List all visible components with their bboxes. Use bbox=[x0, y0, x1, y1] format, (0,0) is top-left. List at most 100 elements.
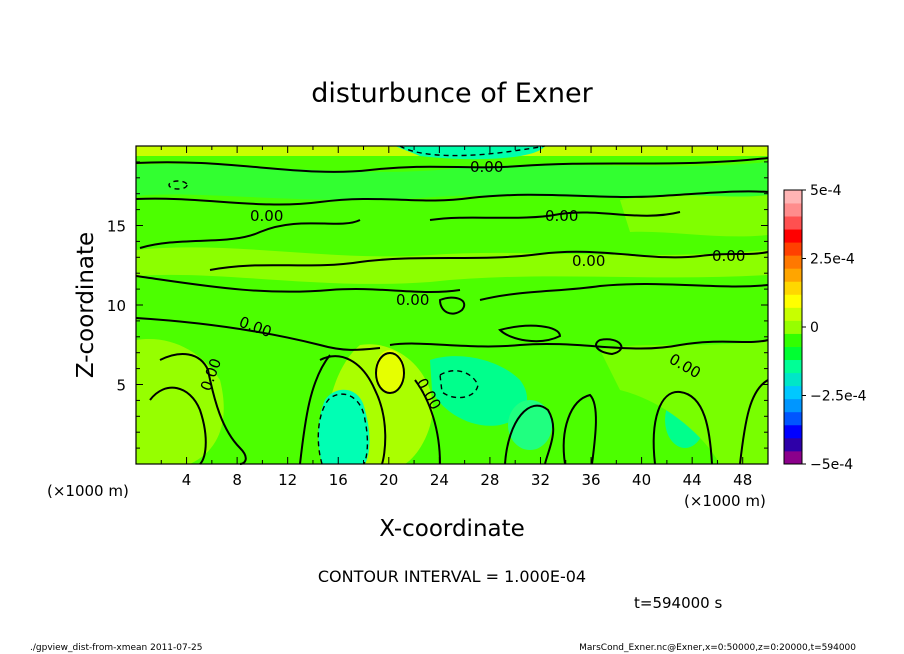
left-lower-yellow bbox=[136, 339, 224, 464]
contour-line bbox=[389, 339, 769, 350]
contour-label: 0.00 bbox=[712, 247, 745, 265]
cyan-blob-16km bbox=[318, 389, 370, 464]
top-cyan-patch bbox=[395, 146, 545, 160]
colorbar-cell bbox=[784, 268, 802, 282]
contour-labels: 0.00 0.00 0.00 0.00 0.00 0.00 0.00 0.00 … bbox=[197, 158, 746, 413]
contour-label: 0.00 bbox=[396, 291, 429, 309]
contour-line-dashed bbox=[317, 393, 369, 465]
x-tick-label: 8 bbox=[232, 471, 242, 489]
contour-label: 0.00 bbox=[545, 207, 578, 225]
colorbar-label: 0 bbox=[810, 320, 819, 336]
right-lower-yellow bbox=[600, 340, 768, 464]
contour-line bbox=[159, 353, 247, 465]
cyan-blob-32km bbox=[508, 400, 552, 450]
colorbar-cells bbox=[784, 190, 802, 465]
colorbar-label: 5e-4 bbox=[810, 183, 842, 199]
colorbar-cell bbox=[784, 411, 802, 426]
colorbar-cell bbox=[784, 359, 802, 374]
contour-line bbox=[504, 404, 555, 465]
x-unit-left: (×1000 m) bbox=[47, 482, 129, 500]
contour-line bbox=[429, 211, 681, 221]
colorbar-cell bbox=[784, 216, 802, 230]
contour-line bbox=[414, 379, 441, 465]
contour-line bbox=[375, 352, 405, 394]
right-upper-yellow bbox=[620, 195, 768, 237]
x-tick-label: 20 bbox=[379, 471, 398, 489]
colorbar-label: −5e-4 bbox=[810, 457, 853, 473]
colorbar-cell bbox=[784, 203, 802, 217]
x-tick-label: 4 bbox=[182, 471, 192, 489]
y-tick-label: 5 bbox=[116, 377, 126, 395]
colorbar-cell bbox=[784, 385, 802, 400]
time-text: t=594000 s bbox=[634, 594, 722, 612]
colorbar-cell bbox=[784, 437, 802, 452]
contour-line bbox=[479, 283, 769, 301]
contour-line bbox=[135, 275, 461, 293]
x-tick-label: 24 bbox=[430, 471, 449, 489]
x-tick-label: 28 bbox=[480, 471, 499, 489]
colorbar-label: 2.5e-4 bbox=[810, 252, 855, 268]
upper-green-band bbox=[136, 162, 768, 200]
colorbar-cell bbox=[784, 450, 802, 465]
contour-line-dashed bbox=[399, 145, 546, 157]
y-tick-labels: 5 10 15 bbox=[107, 218, 126, 395]
colorbar-cell bbox=[784, 229, 802, 243]
contour-interval-text: CONTOUR INTERVAL = 1.000E-04 bbox=[318, 567, 586, 586]
colorbar-cell bbox=[784, 398, 802, 413]
colorbar-cell bbox=[784, 255, 802, 269]
negative-contours bbox=[168, 145, 546, 465]
colorbar-cell bbox=[784, 372, 802, 387]
contour-line bbox=[135, 190, 769, 206]
colorbar-cell bbox=[784, 424, 802, 439]
mid-yellow-band bbox=[136, 247, 768, 284]
x-tick-label: 48 bbox=[733, 471, 752, 489]
colorbar-cell bbox=[784, 190, 802, 204]
contour-label: 0.00 bbox=[250, 207, 283, 225]
contour-line bbox=[652, 390, 713, 465]
y-axis-label: Z-coordinate bbox=[73, 232, 99, 378]
contour-line bbox=[299, 354, 331, 465]
contour-line bbox=[562, 393, 597, 465]
x-tick-label: 36 bbox=[581, 471, 600, 489]
contour-line bbox=[139, 219, 361, 249]
colorbar-cell bbox=[784, 320, 802, 334]
yellow-peak-20km bbox=[375, 350, 405, 394]
cyan-blob-26km bbox=[430, 356, 528, 426]
contour-line bbox=[209, 250, 769, 271]
axis-ticks bbox=[136, 146, 768, 464]
x-tick-label: 40 bbox=[632, 471, 651, 489]
y-tick-label: 10 bbox=[107, 297, 126, 315]
footer-left: ./gpview_dist-from-xmean 2011-07-25 bbox=[30, 643, 202, 653]
x-tick-labels: 4 8 12 16 20 24 28 32 36 40 44 48 bbox=[182, 471, 752, 489]
colorbar-cell bbox=[784, 346, 802, 361]
field-shading bbox=[136, 146, 768, 464]
contour-line bbox=[319, 355, 387, 465]
plot-area: 0.00 0.00 0.00 0.00 0.00 0.00 0.00 0.00 … bbox=[135, 145, 769, 465]
chart-title: disturbunce of Exner bbox=[311, 78, 593, 109]
zero-contours bbox=[135, 157, 769, 465]
contour-line bbox=[739, 379, 769, 465]
colorbar-cell bbox=[784, 242, 802, 256]
contour-label: 0.00 bbox=[470, 158, 503, 176]
contour-line bbox=[498, 324, 562, 343]
x-tick-label: 16 bbox=[329, 471, 348, 489]
contour-label: 0.00 bbox=[572, 252, 605, 270]
contour-line bbox=[149, 386, 207, 465]
colorbar-cell bbox=[784, 281, 802, 295]
contour-line bbox=[595, 338, 623, 356]
x-tick-label: 12 bbox=[278, 471, 297, 489]
x-axis-label: X-coordinate bbox=[379, 516, 525, 542]
colorbar-cell bbox=[784, 333, 802, 347]
colorbar: 5e-4 2.5e-4 0 −2.5e-4 −5e-4 bbox=[783, 183, 867, 473]
contour-line bbox=[135, 317, 381, 351]
x-tick-label: 32 bbox=[531, 471, 550, 489]
colorbar-labels: 5e-4 2.5e-4 0 −2.5e-4 −5e-4 bbox=[802, 183, 867, 473]
contour-line-dashed bbox=[168, 180, 188, 190]
y-tick-label: 15 bbox=[107, 218, 126, 236]
colorbar-cell bbox=[784, 294, 802, 308]
x-unit-right: (×1000 m) bbox=[684, 492, 766, 510]
colorbar-cell bbox=[784, 307, 802, 321]
footer-right: MarsCond_Exner.nc@Exner,x=0:50000,z=0:20… bbox=[579, 643, 856, 653]
contour-line bbox=[438, 296, 466, 315]
